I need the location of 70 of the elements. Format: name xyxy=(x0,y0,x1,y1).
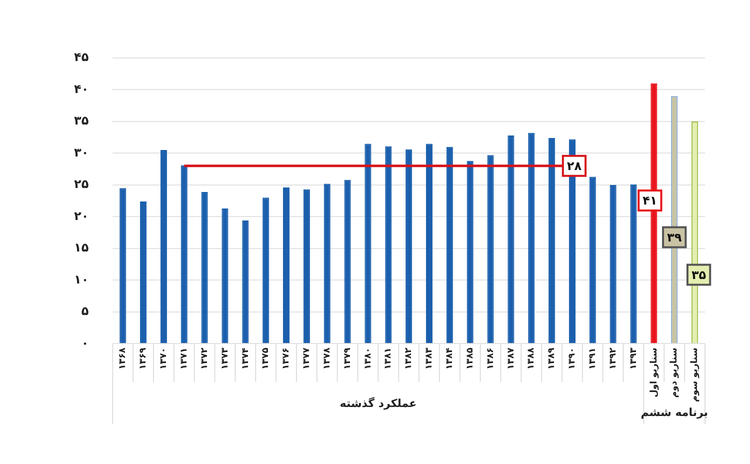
x-tick-label: ۱۳۷۲ xyxy=(200,347,210,370)
bar xyxy=(466,160,474,344)
bar xyxy=(630,184,637,344)
x-tick-label: ۱۳۸۶ xyxy=(486,348,496,370)
x-tick-label: ۱۳۷۵ xyxy=(261,347,272,370)
data-label: ۴۱ xyxy=(642,194,658,208)
x-tick-label: ۱۳۸۷ xyxy=(506,347,516,370)
bar xyxy=(160,150,167,344)
bar xyxy=(242,220,249,344)
x-tick-label: ۱۳۷۳ xyxy=(220,347,230,370)
x-tick-label: ۱۳۶۸ xyxy=(118,347,128,370)
bar xyxy=(364,144,372,344)
y-tick-label: ۱۰ xyxy=(74,272,89,286)
bar xyxy=(528,132,535,344)
text: عملکرد گذشته xyxy=(340,396,417,410)
ref-line-label: ۲۸ xyxy=(566,159,582,174)
y-tick-label: ۵ xyxy=(81,304,89,318)
bar xyxy=(508,135,514,344)
x-tick-label: ۱۳۸۸ xyxy=(526,347,537,370)
y-tick-label: ۲۵ xyxy=(74,177,89,192)
y-tick-label: ۲۰ xyxy=(74,208,89,223)
bar xyxy=(324,184,330,344)
y-tick-label: ۳۰ xyxy=(74,145,89,160)
bar xyxy=(426,144,433,344)
bar xyxy=(610,184,616,344)
x-tick-label: ۱۳۸۹ xyxy=(547,347,558,370)
y-tick-label: ۳۵ xyxy=(74,114,89,128)
x-tick-label: ۱۳۹۱ xyxy=(588,348,598,370)
x-tick-label: ۱۳۹۲ xyxy=(608,347,618,370)
data-label: ۳۵ xyxy=(691,268,706,282)
bar xyxy=(222,208,228,344)
bar xyxy=(303,189,310,344)
x-tick-label: ۱۳۸۴ xyxy=(445,347,456,370)
bar xyxy=(385,146,392,344)
bar xyxy=(140,201,147,344)
x-tick-label: ۱۳۹۳ xyxy=(628,347,639,370)
bar xyxy=(344,180,351,344)
bar xyxy=(120,188,126,344)
text: برنامه ششم xyxy=(640,406,708,419)
x-tick-label: ۱۳۷۴ xyxy=(240,347,251,370)
bar xyxy=(201,192,208,344)
bar xyxy=(589,176,596,344)
y-tick-label: ۱۵ xyxy=(74,240,89,255)
y-tick-label: ۴۰ xyxy=(74,82,89,96)
x-tick-label: ۱۳۸۰ xyxy=(363,348,374,370)
x-tick-label: سناریو دوم xyxy=(670,348,680,398)
x-tick-label: ۱۳۶۹ xyxy=(138,347,149,370)
bar xyxy=(446,146,453,344)
x-tick-label: سناریو اول xyxy=(649,348,660,398)
bar xyxy=(262,198,270,344)
x-tick-label: ۱۳۸۳ xyxy=(424,347,435,370)
x-tick-label: ۱۳۷۸ xyxy=(322,347,332,370)
bar xyxy=(406,149,412,344)
x-tick-label: ۱۳۸۲ xyxy=(404,347,414,370)
data-label: ۳۹ xyxy=(667,230,682,244)
x-tick-label: ۱۳۷۶ xyxy=(282,348,292,370)
x-tick-label: ۱۳۸۵ xyxy=(465,347,476,370)
bar xyxy=(487,155,494,344)
bar xyxy=(180,165,188,344)
x-tick-label: سناریو سوم xyxy=(690,348,700,402)
x-tick-label: ۱۳۷۰ xyxy=(159,348,170,370)
x-tick-label: ۱۳۹۰ xyxy=(568,348,578,370)
x-tick-label: ۱۳۸۱ xyxy=(384,348,394,370)
y-tick-label: ۰ xyxy=(81,336,89,350)
bar xyxy=(548,138,556,344)
x-tick-label: ۱۳۷۷ xyxy=(302,347,312,370)
bar xyxy=(283,188,290,344)
x-tick-label: ۱۳۷۹ xyxy=(342,347,353,370)
y-tick-label: ۴۵ xyxy=(74,50,89,64)
x-tick-label: ۱۳۷۱ xyxy=(179,348,190,370)
